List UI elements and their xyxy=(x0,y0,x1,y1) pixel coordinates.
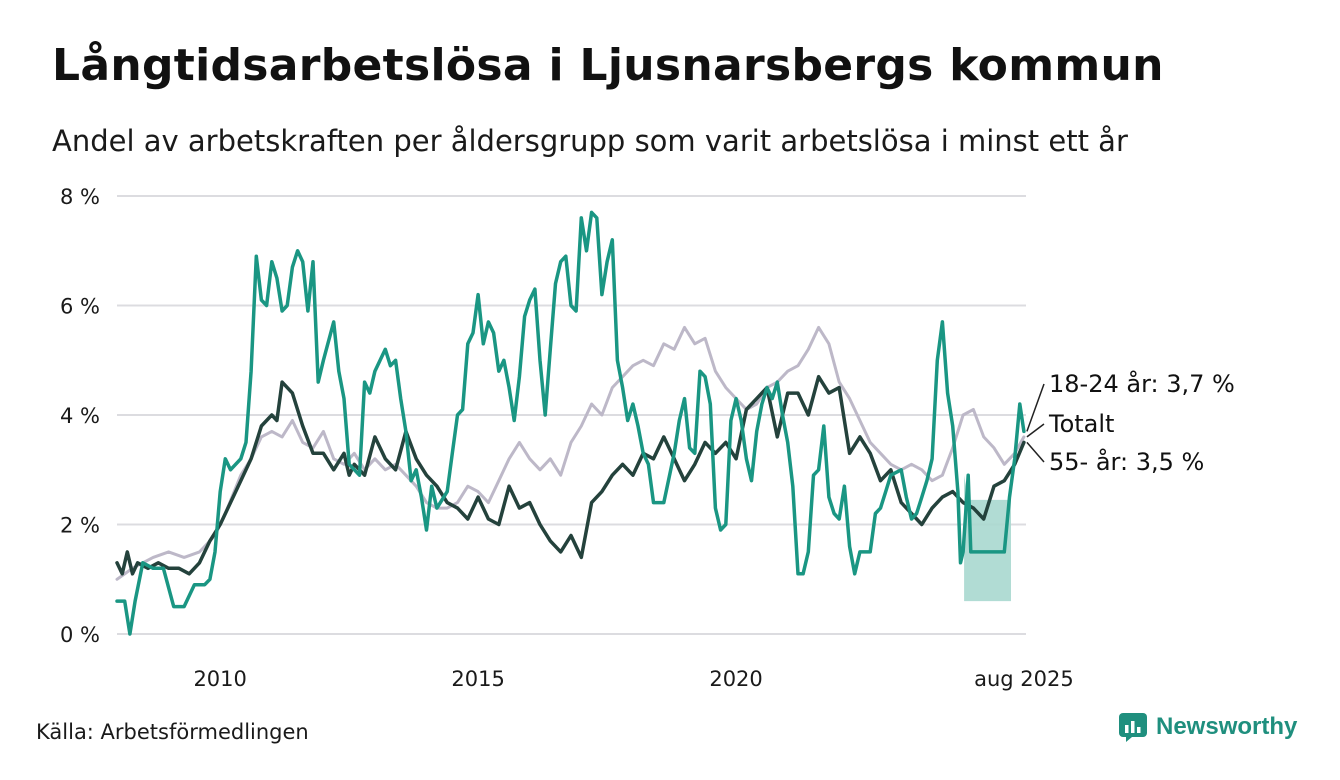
newsworthy-logo-icon xyxy=(1119,713,1147,742)
chart-title: Långtidsarbetslösa i Ljusnarsbergs kommu… xyxy=(52,40,1164,91)
series-line-older xyxy=(115,374,1026,576)
x-tick-label: 2015 xyxy=(451,667,504,691)
range-band xyxy=(964,475,1011,602)
leader-line xyxy=(1026,441,1045,463)
x-tick-label: aug 2025 xyxy=(974,667,1074,691)
brand-name: Newsworthy xyxy=(1156,713,1298,740)
y-tick-label: 8 % xyxy=(60,185,100,209)
end-label-older: 55- år: 3,5 % xyxy=(1049,447,1204,476)
series-line-total xyxy=(115,325,1026,581)
source-note: Källa: Arbetsförmedlingen xyxy=(36,720,309,744)
y-tick-label: 4 % xyxy=(60,404,100,428)
x-tick-label: 2010 xyxy=(193,667,246,691)
series-lines xyxy=(115,210,1026,636)
end-label-youth: 18-24 år: 3,7 % xyxy=(1049,369,1235,398)
chart-subtitle: Andel av arbetskraften per åldersgrupp s… xyxy=(52,124,1128,158)
y-tick-label: 6 % xyxy=(60,295,100,319)
y-tick-label: 0 % xyxy=(60,623,100,647)
brand-logo: Newsworthy xyxy=(1118,712,1297,742)
end-labels: 18-24 år: 3,7 % Totalt 55- år: 3,5 % xyxy=(1026,369,1235,476)
leader-line xyxy=(1026,423,1045,438)
gridlines xyxy=(117,195,1026,635)
leader-line xyxy=(1026,383,1045,432)
x-axis-ticks: 2010 2015 2020 aug 2025 xyxy=(193,667,1073,691)
end-label-total: Totalt xyxy=(1048,410,1114,438)
series-line-youth xyxy=(115,210,1026,636)
line-chart: 0 % 2 % 4 % 6 % 8 % 2010 2015 2020 aug 2025 18-… xyxy=(60,185,1235,691)
y-axis-ticks: 0 % 2 % 4 % 6 % 8 % xyxy=(60,185,100,647)
uncertainty-band xyxy=(964,475,1011,602)
y-tick-label: 2 % xyxy=(60,514,100,538)
x-tick-label: 2020 xyxy=(709,667,762,691)
